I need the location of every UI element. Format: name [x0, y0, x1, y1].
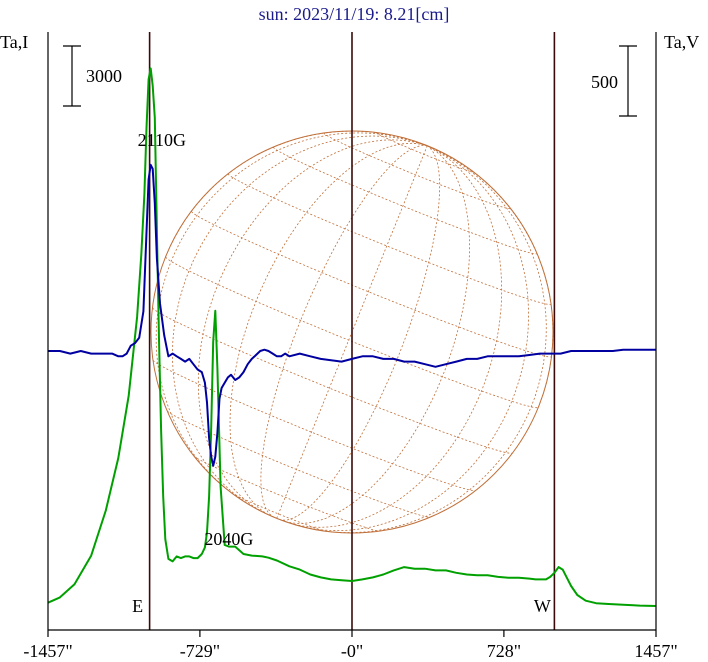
left-axis-label: Ta,I [0, 32, 28, 52]
latitude-line [323, 132, 511, 209]
latitude-line [152, 359, 476, 492]
longitude-line [293, 145, 529, 532]
latitude-line [272, 146, 538, 255]
longitude-line [315, 145, 547, 534]
longitude-line [260, 145, 428, 518]
latitude-line [167, 410, 431, 518]
series-line-V [48, 163, 656, 467]
limb-markers [148, 32, 556, 630]
x-tick-label: 1457" [634, 641, 677, 661]
x-tick-label: -1457" [23, 641, 72, 661]
limb-marker-label: E [132, 596, 143, 616]
solar-disk-grid [150, 130, 554, 534]
x-tick-label: -0" [341, 641, 363, 661]
chart-title: sun: 2023/11/19: 8.21[cm] [259, 4, 450, 24]
x-tick-label: -729" [180, 641, 220, 661]
longitude-line [197, 139, 428, 513]
latitude-line [231, 492, 327, 532]
field-annotation: 2110G [138, 130, 186, 150]
scale-bar-label: 500 [591, 72, 618, 92]
longitude-line [290, 145, 503, 528]
scale-bar-label: 3000 [86, 66, 122, 86]
series-line-I [47, 67, 657, 607]
longitude-line [279, 145, 441, 521]
field-annotation: 2040G [204, 529, 253, 549]
limb-marker-label: W [534, 596, 551, 616]
longitude-line [276, 145, 428, 519]
longitude-line [165, 130, 428, 257]
latitude-line [193, 455, 380, 532]
latitude-line [191, 211, 552, 358]
x-tick-label: 728" [487, 641, 521, 661]
longitude-line [427, 145, 554, 408]
longitude-line [229, 142, 428, 517]
longitude-line [172, 135, 428, 512]
right-axis-label: Ta,V [664, 32, 699, 52]
latitude-line [227, 173, 552, 305]
latitude-line [376, 132, 474, 173]
longitude-line [281, 145, 470, 524]
x-axis: -1457" -729" -0" 728" 1457" [23, 32, 678, 661]
longitude-line [155, 132, 428, 500]
latitude-line [152, 307, 513, 454]
data-series [47, 67, 657, 607]
